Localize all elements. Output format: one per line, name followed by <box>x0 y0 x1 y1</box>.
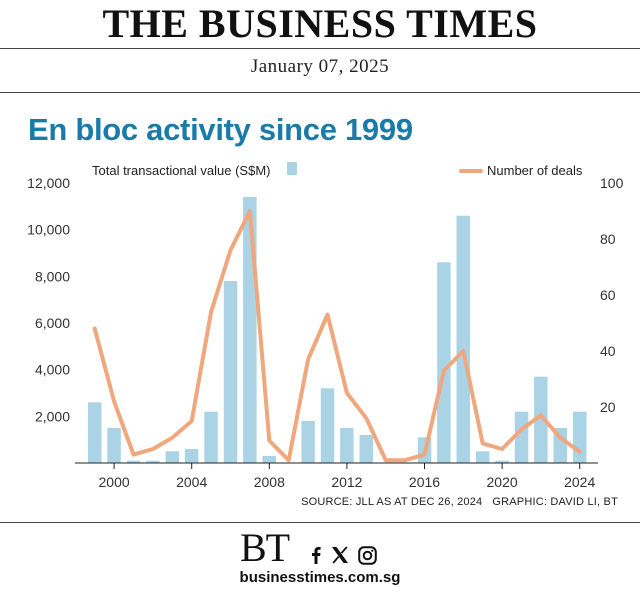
date-rule <box>0 92 640 93</box>
bar-2010 <box>301 421 315 463</box>
x-tick-label: 2016 <box>409 474 440 490</box>
bar-2017 <box>437 262 451 463</box>
bar-2012 <box>340 428 354 463</box>
bar-2021 <box>514 411 529 463</box>
source-line: SOURCE: JLL AS AT DEC 26, 2024 GRAPHIC: D… <box>0 496 618 508</box>
legend-line-label: Number of deals <box>487 163 583 178</box>
bar-2007 <box>243 197 257 463</box>
bar-2020 <box>495 460 509 463</box>
bar-2005 <box>204 411 218 463</box>
bar-2006 <box>223 281 238 463</box>
right-axis: 100 80 60 40 20 <box>600 175 624 415</box>
right-tick-label: 20 <box>600 399 616 415</box>
bar-2008 <box>262 456 276 463</box>
left-tick-label: 10,000 <box>27 222 70 238</box>
facebook-icon[interactable] <box>310 546 322 564</box>
x-axis: 2000 2004 2008 2012 2016 2020 2024 <box>99 463 595 490</box>
bar-2001 <box>126 460 141 463</box>
article-date: January 07, 2025 <box>250 56 390 77</box>
instagram-icon[interactable] <box>358 546 377 565</box>
chart-title: En bloc activity since 1999 <box>28 112 413 147</box>
footer-rule <box>0 522 640 523</box>
bar-2003 <box>165 451 180 463</box>
credit-text: GRAPHIC: DAVID LI, BT <box>492 496 618 508</box>
top-rule <box>0 48 640 49</box>
right-tick-label: 60 <box>600 287 616 303</box>
bar-2011 <box>320 388 335 463</box>
bar-2024 <box>573 411 587 463</box>
bar-2002 <box>146 460 160 463</box>
x-tick-label: 2024 <box>564 474 595 490</box>
left-axis: 12,000 10,000 8,000 6,000 4,000 2,000 <box>27 175 70 424</box>
x-tick-label: 2004 <box>176 474 207 490</box>
bar-2018 <box>456 215 470 463</box>
right-tick-label: 40 <box>600 343 616 359</box>
left-tick-label: 12,000 <box>27 175 70 191</box>
bar-series <box>88 197 587 463</box>
bt-logo: BT <box>240 525 290 570</box>
bar-2000 <box>107 428 121 463</box>
right-tick-label: 100 <box>600 175 624 191</box>
source-text: SOURCE: JLL AS AT DEC 26, 2024 <box>301 496 483 508</box>
x-tick-label: 2012 <box>331 474 362 490</box>
left-tick-label: 6,000 <box>35 315 70 331</box>
x-tick-label: 2008 <box>254 474 285 490</box>
bar-2022 <box>534 376 548 463</box>
site-url: businesstimes.com.sg <box>239 569 401 586</box>
masthead-title: THE BUSINESS TIMES <box>102 1 538 46</box>
right-tick-label: 80 <box>600 231 616 247</box>
legend-bar-swatch <box>287 162 297 175</box>
bar-1999 <box>88 402 102 463</box>
x-tick-label: 2020 <box>487 474 518 490</box>
left-tick-label: 8,000 <box>35 268 70 284</box>
bar-2019 <box>475 451 490 463</box>
legend-bar-label: Total transactional value (S$M) <box>92 163 270 178</box>
left-tick-label: 4,000 <box>35 362 70 378</box>
x-tick-label: 2000 <box>99 474 130 490</box>
en-bloc-chart: 12,000 10,000 8,000 6,000 4,000 2,000 100 80 60… <box>27 162 624 490</box>
bar-2013 <box>359 435 373 463</box>
legend: Total transactional value (S$M) Number o… <box>92 162 583 178</box>
left-tick-label: 2,000 <box>35 408 70 424</box>
x-icon[interactable] <box>331 546 349 564</box>
bar-2004 <box>184 449 199 463</box>
deals-line <box>92 209 582 463</box>
